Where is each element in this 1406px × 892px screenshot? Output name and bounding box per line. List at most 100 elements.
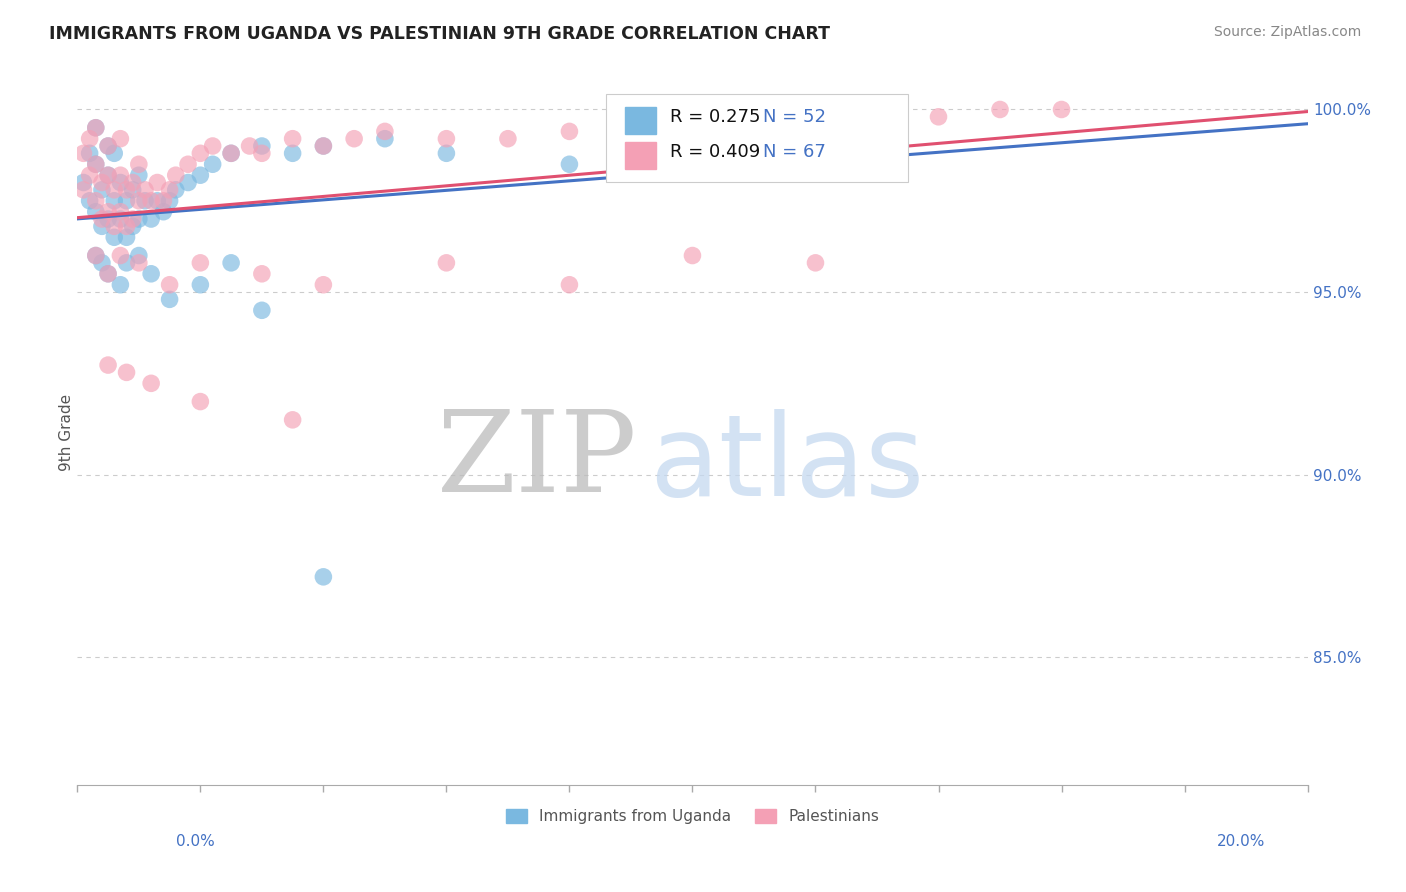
Point <box>84 120 107 135</box>
Point <box>103 219 125 234</box>
Point <box>103 183 125 197</box>
Point <box>121 176 143 190</box>
Point <box>165 168 187 182</box>
Point <box>134 194 156 208</box>
Point <box>115 219 138 234</box>
Point <box>97 139 120 153</box>
Point <box>682 139 704 153</box>
Point <box>558 277 581 292</box>
Point <box>115 230 138 244</box>
Point <box>682 120 704 135</box>
Point <box>188 146 212 161</box>
Point <box>177 157 200 171</box>
Point <box>159 277 181 292</box>
Point <box>110 176 132 190</box>
Point <box>312 139 335 153</box>
Text: atlas: atlas <box>650 409 925 520</box>
Point <box>558 157 581 171</box>
Point <box>988 103 1011 117</box>
Point <box>103 230 125 244</box>
Point <box>128 256 150 270</box>
Point <box>79 168 101 182</box>
Text: ZIP: ZIP <box>437 406 637 516</box>
Point <box>159 194 181 208</box>
Y-axis label: 9th Grade: 9th Grade <box>59 394 73 471</box>
Point <box>159 293 181 307</box>
Point <box>84 157 107 171</box>
Text: R = 0.275: R = 0.275 <box>671 108 761 126</box>
Point <box>79 131 101 145</box>
Point <box>84 248 107 262</box>
Point <box>103 194 125 208</box>
Point <box>496 131 519 145</box>
Point <box>110 131 132 145</box>
Point <box>72 176 94 190</box>
Point <box>90 212 114 227</box>
Point <box>146 176 169 190</box>
Point <box>110 277 132 292</box>
Point <box>110 212 132 227</box>
Point <box>312 277 335 292</box>
Point <box>97 212 120 227</box>
Point <box>1050 103 1073 117</box>
Point <box>97 204 120 219</box>
Point <box>219 256 242 270</box>
Point <box>281 413 304 427</box>
Point <box>250 139 273 153</box>
Point <box>804 117 827 131</box>
Point <box>115 194 138 208</box>
Point <box>866 110 889 124</box>
Point <box>742 124 765 138</box>
Point <box>620 131 643 145</box>
Point <box>110 168 132 182</box>
Point <box>159 183 181 197</box>
Point <box>115 365 138 379</box>
Point <box>152 194 174 208</box>
Point <box>84 248 107 262</box>
Point <box>84 120 107 135</box>
Text: 20.0%: 20.0% <box>1218 834 1265 849</box>
Point <box>115 183 138 197</box>
Point <box>804 256 827 270</box>
Point <box>928 110 950 124</box>
Text: Source: ZipAtlas.com: Source: ZipAtlas.com <box>1213 25 1361 39</box>
Point <box>90 256 114 270</box>
Point <box>141 376 163 391</box>
Point <box>436 256 458 270</box>
Point <box>97 168 120 182</box>
Point <box>84 194 107 208</box>
Point <box>84 157 107 171</box>
Point <box>146 194 169 208</box>
Point <box>141 212 163 227</box>
Text: IMMIGRANTS FROM UGANDA VS PALESTINIAN 9TH GRADE CORRELATION CHART: IMMIGRANTS FROM UGANDA VS PALESTINIAN 9T… <box>49 25 830 43</box>
Point <box>97 267 120 281</box>
Point <box>188 277 212 292</box>
Text: 0.0%: 0.0% <box>176 834 215 849</box>
Point <box>188 256 212 270</box>
Point <box>239 139 262 153</box>
Text: N = 52: N = 52 <box>762 108 825 126</box>
Point <box>90 183 114 197</box>
Point <box>219 146 242 161</box>
Point <box>141 267 163 281</box>
Point <box>97 358 120 372</box>
Point <box>128 248 150 262</box>
Point <box>72 183 94 197</box>
FancyBboxPatch shape <box>606 95 908 183</box>
Point <box>177 176 200 190</box>
Point <box>128 157 150 171</box>
Point <box>115 256 138 270</box>
Point <box>90 176 114 190</box>
Point <box>436 131 458 145</box>
Point <box>110 204 132 219</box>
Text: R = 0.409: R = 0.409 <box>671 143 761 161</box>
Text: N = 67: N = 67 <box>762 143 825 161</box>
Point <box>128 212 150 227</box>
Point <box>72 146 94 161</box>
Point <box>128 168 150 182</box>
Point <box>121 219 143 234</box>
Legend: Immigrants from Uganda, Palestinians: Immigrants from Uganda, Palestinians <box>499 803 886 830</box>
Point <box>141 194 163 208</box>
Point <box>110 248 132 262</box>
Point <box>374 131 396 145</box>
